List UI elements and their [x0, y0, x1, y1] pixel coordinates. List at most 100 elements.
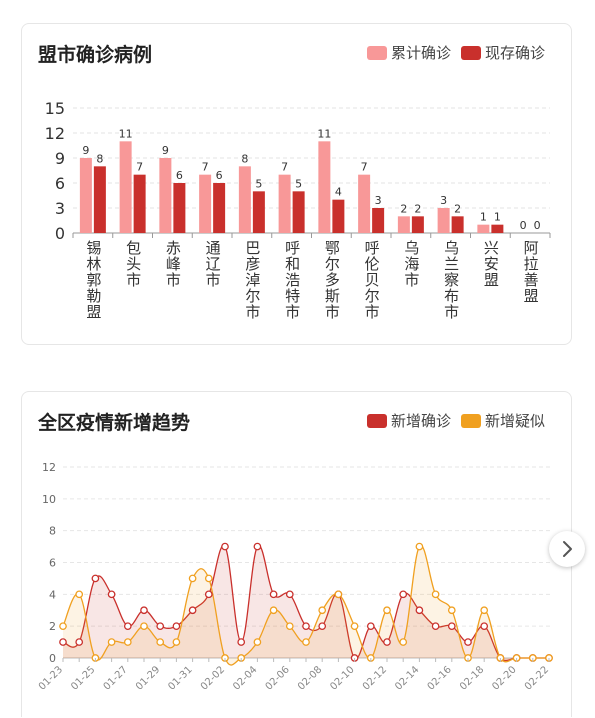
bar-value-label: 0: [520, 219, 527, 232]
x-tick-label: 02-08: [296, 664, 324, 692]
data-point: [172, 622, 181, 631]
legend-item-cumulative[interactable]: 累计确诊: [366, 42, 451, 63]
legend-swatch: [366, 45, 387, 60]
y-tick-label: 15: [45, 99, 65, 118]
legend-label: 新增疑似: [484, 412, 545, 430]
data-point: [447, 622, 456, 631]
data-point: [221, 542, 229, 551]
chart-legend: 累计确诊 现存确诊: [357, 42, 545, 63]
bar-value-label: 8: [241, 152, 248, 165]
x-tick-label: 01-25: [69, 664, 97, 692]
data-point: [204, 590, 213, 599]
x-tick-label: 鄂尔多斯市: [325, 239, 340, 321]
bar: [372, 208, 385, 233]
x-tick-label: 锡林郭勒盟: [86, 239, 101, 321]
legend-item-new-confirmed[interactable]: 新增确诊: [366, 410, 451, 431]
data-point: [399, 590, 408, 599]
bar: [491, 224, 504, 233]
data-point: [285, 622, 294, 631]
data-point: [350, 622, 359, 631]
bar-value-label: 11: [119, 127, 133, 140]
legend-label: 累计确诊: [390, 44, 451, 62]
y-tick-label: 4: [49, 588, 56, 601]
bar: [358, 174, 371, 233]
legend-swatch: [366, 413, 387, 428]
x-tick-label: 01-29: [134, 664, 162, 692]
bar-value-label: 3: [375, 194, 382, 207]
data-point: [415, 542, 424, 551]
data-point: [253, 542, 262, 551]
data-point: [431, 590, 440, 599]
bar-value-label: 6: [216, 169, 223, 182]
x-tick-label: 02-04: [231, 664, 259, 692]
legend-item-current[interactable]: 现存确诊: [460, 42, 545, 63]
x-tick-label: 乌海市: [404, 239, 419, 289]
legend-label: 新增确诊: [390, 412, 451, 430]
x-tick-label: 巴彦淖尔市: [245, 239, 260, 321]
data-point: [431, 622, 440, 631]
x-tick-label: 02-16: [426, 664, 454, 692]
bar-value-label: 2: [414, 202, 421, 215]
y-tick-label: 6: [49, 557, 56, 570]
legend-item-new-suspected[interactable]: 新增疑似: [460, 410, 545, 431]
x-tick-label: 02-18: [458, 664, 486, 692]
bar-value-label: 11: [317, 127, 331, 140]
x-tick-label: 02-02: [199, 664, 227, 692]
bar-value-label: 1: [494, 211, 501, 224]
trend-card: 全区疫情新增趋势 新增确诊 新增疑似 0 2 4 6 8 10 12 01-23 01-25 01…: [21, 391, 572, 717]
x-tick-label: 02-14: [393, 664, 421, 692]
legend-label: 现存确诊: [484, 44, 545, 62]
bar: [238, 166, 251, 233]
legend-swatch: [460, 413, 481, 428]
y-tick-label: 6: [55, 174, 65, 193]
x-tick-label: 呼伦贝尔市: [365, 239, 380, 321]
data-point: [480, 622, 489, 631]
bar-value-label: 7: [136, 161, 143, 174]
x-tick-label: 02-22: [523, 664, 551, 692]
y-tick-label: 3: [55, 199, 65, 218]
data-point: [107, 590, 116, 599]
data-point: [140, 606, 148, 615]
bar-chart: 0369121598锡林郭勒盟117包头市96赤峰市76通辽市85巴彦淖尔市75…: [45, 99, 551, 321]
bar-value-label: 7: [281, 161, 288, 174]
bar-value-label: 9: [82, 144, 89, 157]
bar: [397, 216, 410, 233]
bar: [79, 158, 92, 233]
bar: [93, 166, 106, 233]
y-tick-label: 0: [49, 652, 56, 665]
next-button[interactable]: [549, 531, 585, 567]
x-tick-label: 包头市: [126, 239, 141, 289]
bar-value-label: 2: [454, 202, 461, 215]
data-point: [91, 574, 100, 583]
y-tick-label: 2: [49, 620, 56, 633]
bar: [133, 174, 146, 233]
bar: [437, 208, 450, 233]
data-point: [302, 622, 310, 631]
data-point: [383, 638, 391, 646]
bar: [292, 191, 305, 233]
bar: [411, 216, 424, 233]
bar-value-label: 4: [335, 186, 342, 199]
bar-value-label: 7: [361, 161, 368, 174]
chart-legend: 新增确诊 新增疑似: [357, 410, 545, 431]
y-tick-label: 9: [55, 149, 65, 168]
bar: [159, 158, 172, 233]
card-title: 盟市确诊病例: [38, 44, 153, 66]
bar-value-label: 0: [534, 219, 541, 232]
y-tick-label: 10: [42, 493, 56, 506]
data-point: [123, 622, 132, 631]
bar-value-label: 7: [202, 161, 209, 174]
bar: [278, 174, 291, 233]
bar: [477, 224, 490, 233]
bar-value-label: 1: [480, 211, 487, 224]
data-point: [447, 606, 456, 615]
data-point: [269, 606, 278, 615]
bar: [332, 199, 345, 233]
bar: [318, 141, 331, 233]
data-point: [399, 638, 408, 646]
data-point: [59, 622, 67, 631]
x-tick-label: 02-20: [490, 664, 518, 692]
chevron-right-icon: [563, 541, 572, 557]
x-tick-label: 兴安盟: [484, 239, 499, 289]
